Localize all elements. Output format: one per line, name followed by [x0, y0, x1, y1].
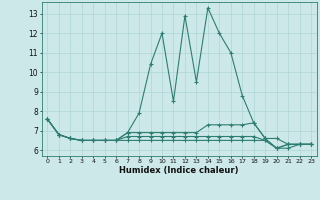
X-axis label: Humidex (Indice chaleur): Humidex (Indice chaleur) — [119, 166, 239, 175]
